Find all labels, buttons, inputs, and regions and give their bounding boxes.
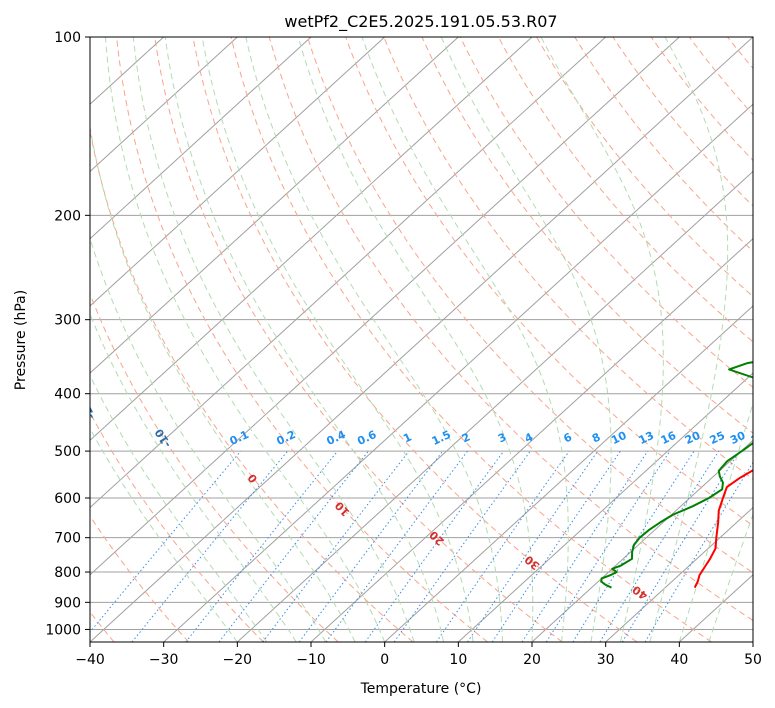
x-tick-label: −10 xyxy=(296,652,326,668)
isotherm-line xyxy=(90,37,607,509)
moist-adiabat-line xyxy=(708,512,753,642)
x-tick-label: −20 xyxy=(223,652,253,668)
mixing-ratio-label: 13 xyxy=(637,429,656,447)
mixing-ratio-line xyxy=(467,450,599,642)
x-tick-label: 20 xyxy=(523,652,541,668)
y-tick-label: 200 xyxy=(54,208,81,224)
x-tick-label: 40 xyxy=(670,652,688,668)
dry-adiabat-line xyxy=(116,37,488,642)
x-tick-label: 0 xyxy=(380,652,389,668)
x-tick-label: −30 xyxy=(149,652,179,668)
y-tick-label: 1000 xyxy=(45,622,81,638)
moist-adiabat-line xyxy=(90,427,238,642)
dry-adiabat-line xyxy=(90,411,264,642)
mixing-ratio-label: 10 xyxy=(609,429,629,447)
mixing-ratio-line xyxy=(545,450,671,642)
isotherm-line xyxy=(90,37,459,374)
plot-area: -100-90-80-70-60-50-40-30-20-10010203040… xyxy=(77,37,769,642)
x-tick-label: 50 xyxy=(744,652,762,668)
dewpoint-trace xyxy=(600,361,753,589)
moist-adiabat-line xyxy=(90,123,356,642)
moist-adiabat-line xyxy=(361,37,569,642)
y-axis-label: Pressure (hPa) xyxy=(13,290,29,390)
moist-adiabat-line xyxy=(90,312,297,642)
axes: −40 −30 −20 −10 0 10 20 30 40 50 100 200 300 400 500 60… xyxy=(45,30,762,668)
mixing-ratio-line xyxy=(491,450,621,642)
moist-adiabat-line xyxy=(540,37,664,642)
mixing-ratio-line xyxy=(90,450,242,633)
moist-adiabat-line xyxy=(440,37,612,642)
mixing-ratio-line xyxy=(436,450,570,642)
dry-adiabat-line xyxy=(192,37,638,642)
y-tick-label: 700 xyxy=(54,531,81,547)
moist-adiabat-line xyxy=(245,37,504,642)
y-tick-label: 500 xyxy=(54,444,81,460)
mixing-ratio-line xyxy=(325,450,468,642)
moist-adiabat-line xyxy=(201,37,474,642)
mixing-ratio-label: 25 xyxy=(708,429,727,447)
isotherm-line xyxy=(163,103,753,642)
y-tick-label: 100 xyxy=(54,30,81,46)
plot-frame xyxy=(89,36,754,643)
x-tick-label: 10 xyxy=(449,652,467,668)
dry-adiabat-line xyxy=(230,37,712,642)
dry-adiabat-line xyxy=(268,37,753,622)
moist-adiabat-line xyxy=(90,236,327,642)
moist-adiabat-line xyxy=(90,374,268,642)
x-tick-label: 30 xyxy=(597,652,615,668)
moist-adiabat-line xyxy=(649,37,729,642)
isotherm-line xyxy=(90,37,386,307)
isotherm-line xyxy=(457,372,753,642)
isotherm-line xyxy=(90,37,312,240)
mixing-ratio-line xyxy=(185,450,338,642)
y-tick-label: 400 xyxy=(54,387,81,403)
mixing-ratio-line xyxy=(262,450,410,642)
dry-adiabat-line xyxy=(90,128,414,642)
dry-adiabat-line xyxy=(154,37,563,642)
mixing-ratio-label: 20 xyxy=(683,429,703,447)
dry-adiabat-line xyxy=(307,37,753,574)
mixing-ratio-label: 16 xyxy=(659,429,679,447)
mixing-ratio-line xyxy=(572,450,695,642)
moist-adiabat-line xyxy=(132,37,415,642)
x-tick-label: −40 xyxy=(75,652,105,668)
mixing-ratio-line xyxy=(298,450,444,642)
moist-adiabat-line xyxy=(297,37,534,642)
mixing-ratio-line xyxy=(131,450,288,642)
chart-title: wetPf2_C2E5.2025.191.05.53.R07 xyxy=(284,12,557,32)
isotherm-line xyxy=(90,37,533,442)
y-tick-label: 300 xyxy=(54,313,81,329)
moist-adiabat-line xyxy=(164,37,445,642)
y-tick-label: 800 xyxy=(54,565,81,581)
mixing-ratio-line xyxy=(393,450,531,642)
dry-adiabat-line xyxy=(345,37,753,527)
mixing-ratio-line xyxy=(621,450,740,642)
mixing-ratio-line xyxy=(521,450,649,642)
isotherm-line xyxy=(90,37,680,576)
moist-adiabat-line xyxy=(104,37,386,642)
mixing-ratio-line xyxy=(364,450,505,642)
isotherm-line xyxy=(531,439,753,642)
dry-adiabat-line xyxy=(90,515,190,642)
temperature-trace xyxy=(693,469,753,589)
y-tick-label: 600 xyxy=(54,491,81,507)
mixing-ratio-label: 36 xyxy=(749,429,769,447)
isotherm-line xyxy=(90,37,753,642)
x-axis-label: Temperature (°C) xyxy=(360,681,482,697)
isotherm-line xyxy=(90,37,238,173)
isotherm-line xyxy=(384,305,753,642)
isotherm-line xyxy=(310,237,753,642)
dry-adiabat-label: -20 xyxy=(77,397,98,421)
isotherm-line xyxy=(236,170,753,642)
dry-adiabat-line xyxy=(536,37,753,298)
y-tick-label: 900 xyxy=(54,595,81,611)
mixing-ratio-label: 30 xyxy=(728,429,748,447)
